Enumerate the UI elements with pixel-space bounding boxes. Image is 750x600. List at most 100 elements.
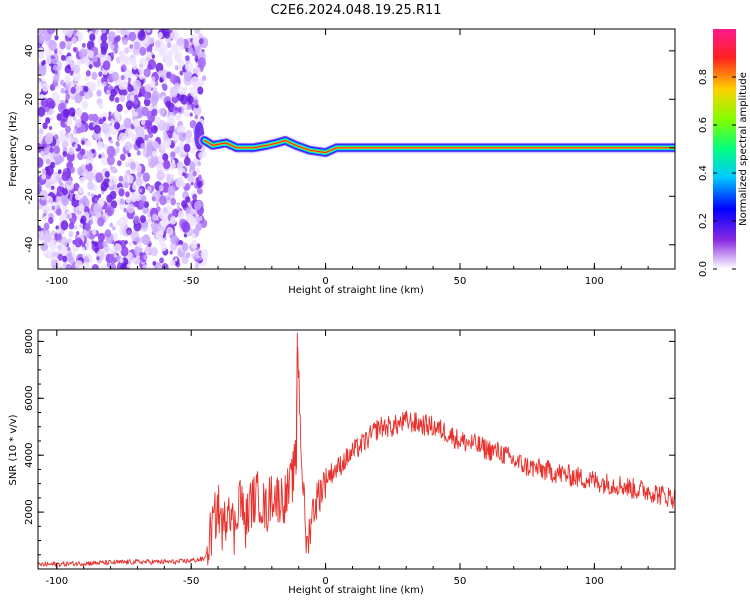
noise-cell <box>124 47 129 54</box>
noise-cell <box>183 233 188 238</box>
noise-cell <box>78 203 85 212</box>
noise-cell <box>62 255 68 263</box>
noise-cell <box>93 241 99 248</box>
noise-cell <box>129 144 133 149</box>
noise-cell <box>67 238 72 244</box>
noise-cell <box>135 236 141 244</box>
colorbar-tick-label: 0.0 <box>698 261 709 277</box>
noise-cell <box>110 118 115 124</box>
noise-cell <box>85 245 90 250</box>
noise-cell <box>49 146 54 154</box>
noise-cell <box>66 40 73 48</box>
y-tick-label: 20 <box>24 93 35 106</box>
noise-cell <box>154 40 161 48</box>
noise-cell <box>119 264 125 269</box>
noise-cell <box>156 162 164 172</box>
noise-cell <box>44 179 52 189</box>
noise-cell <box>69 166 75 174</box>
colorbar-gradient <box>713 29 736 269</box>
noise-cell <box>160 243 167 252</box>
noise-cell <box>92 229 97 235</box>
noise-cell <box>108 180 113 187</box>
noise-cell <box>123 182 129 189</box>
noise-cell <box>189 86 198 97</box>
noise-cell <box>168 228 172 234</box>
noise-cell <box>140 119 146 126</box>
noise-cell <box>151 125 158 134</box>
noise-cell <box>194 114 199 120</box>
noise-cell <box>196 180 203 189</box>
noise-cell <box>146 51 152 58</box>
noise-cell <box>67 246 71 251</box>
noise-cell <box>38 80 42 89</box>
noise-cell <box>115 35 121 42</box>
spectrogram-x-label: Height of straight line (km) <box>288 285 424 296</box>
noise-cell <box>148 121 152 126</box>
noise-cell <box>68 147 75 155</box>
noise-cell <box>115 29 123 34</box>
noise-cell <box>72 70 81 82</box>
x-tick-label: 100 <box>585 276 604 287</box>
noise-cell <box>160 218 167 228</box>
noise-cell <box>90 220 94 225</box>
noise-cell <box>166 41 172 48</box>
noise-cell <box>151 54 156 59</box>
noise-cell <box>152 261 157 266</box>
noise-cell <box>196 243 201 248</box>
noise-cell <box>62 188 68 196</box>
noise-cell <box>113 253 117 258</box>
noise-cell <box>41 173 47 180</box>
noise-cell <box>138 72 145 80</box>
noise-cell <box>176 113 182 119</box>
noise-cell <box>52 64 58 71</box>
noise-cell <box>91 149 95 154</box>
noise-cell <box>98 193 102 198</box>
noise-cell <box>98 154 102 159</box>
noise-cell <box>120 29 127 36</box>
colorbar-tick-label: 0.8 <box>698 69 709 85</box>
noise-cell <box>144 83 152 93</box>
noise-cell <box>43 231 52 243</box>
noise-cell <box>185 129 193 139</box>
noise-cell <box>129 161 136 170</box>
noise-cell <box>86 150 94 161</box>
colorbar: 0.0 0.2 0.4 0.6 0.8 Normalized spectral ampl… <box>698 29 749 277</box>
noise-cell <box>200 219 208 229</box>
noise-cell <box>177 37 185 47</box>
noise-cell <box>171 159 176 165</box>
noise-cell <box>106 89 111 95</box>
x-tick-label: 0 <box>322 276 328 287</box>
noise-cell <box>177 210 185 219</box>
noise-cell <box>193 99 199 106</box>
noise-cell <box>64 85 69 90</box>
y-tick-label: 2000 <box>24 499 35 524</box>
noise-cell <box>198 38 204 45</box>
noise-cell <box>142 172 150 182</box>
snr-plot-area <box>38 330 675 569</box>
noise-cell <box>169 86 179 98</box>
noise-cell <box>70 86 77 95</box>
noise-cell <box>184 61 193 72</box>
noise-cell <box>138 188 143 193</box>
noise-cell <box>162 207 168 214</box>
noise-cell <box>124 141 132 151</box>
noise-cell <box>93 124 101 134</box>
noise-cell <box>178 59 185 68</box>
noise-cell <box>102 81 107 87</box>
noise-cell <box>113 179 118 185</box>
noise-cell <box>38 43 41 49</box>
noise-cell <box>96 140 104 150</box>
noise-cell <box>91 113 99 123</box>
spectrogram-frame <box>37 28 676 270</box>
noise-cell <box>91 263 99 269</box>
noise-cell <box>162 131 166 136</box>
noise-cell <box>51 131 56 137</box>
noise-cell <box>114 121 121 130</box>
noise-cell <box>137 92 142 98</box>
noise-cell <box>126 263 130 269</box>
noise-cell <box>178 65 182 70</box>
noise-cell <box>139 46 147 56</box>
noise-cell <box>139 252 143 257</box>
noise-cell <box>85 70 91 77</box>
noise-cell <box>74 193 80 201</box>
